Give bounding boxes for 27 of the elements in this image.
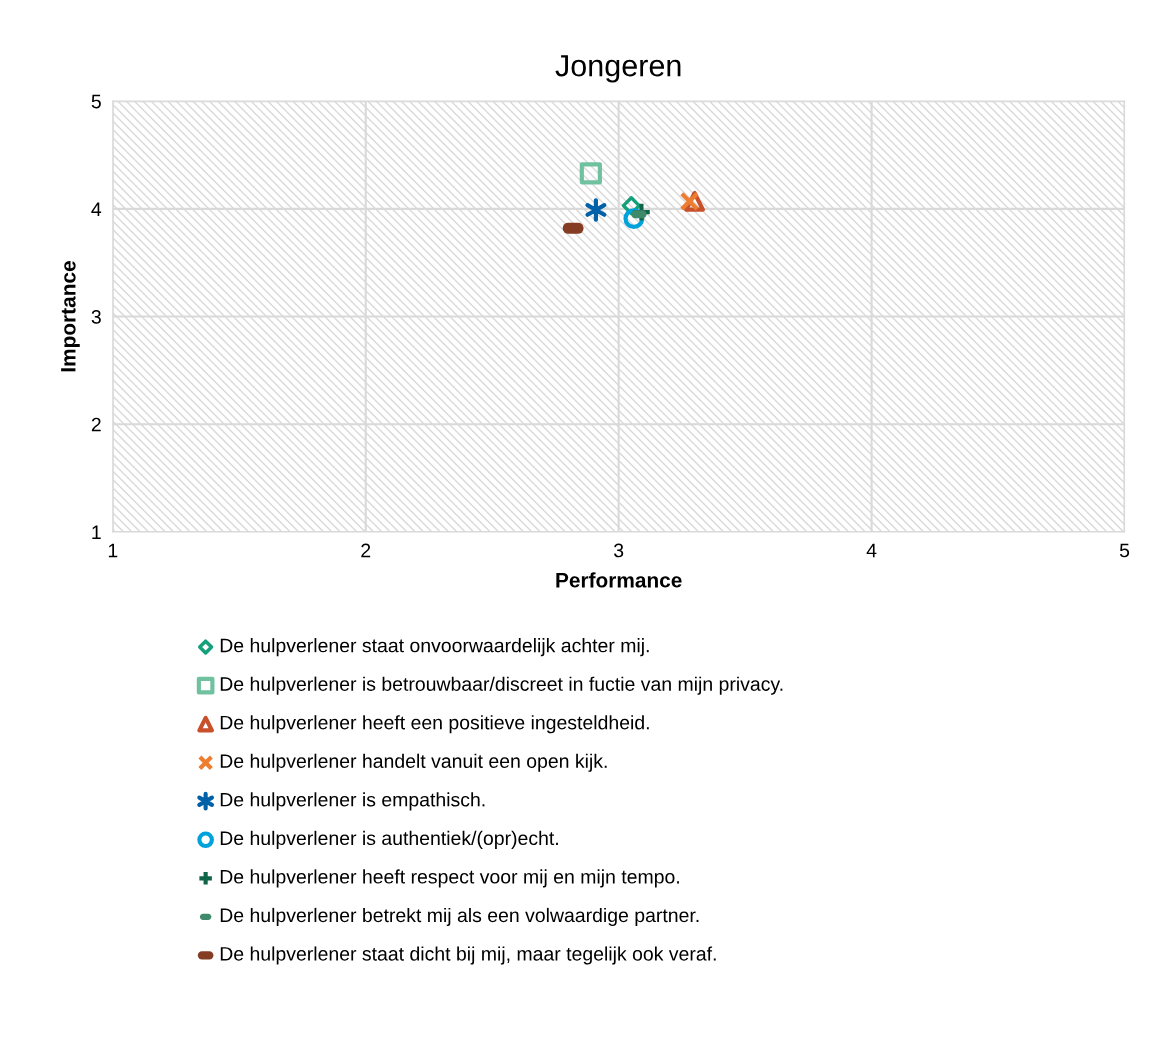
point [631,201,652,223]
x-tick-label: 2 [361,543,371,558]
x-tick-label: 1 [108,543,118,558]
y-tick-label: 5 [91,94,101,109]
legend-label: De hulpverlener betrekt mij als een volwaardige partner. [220,907,699,927]
point [579,162,602,185]
legend-label: De hulpverlener heeft respect voor mij en mijn tempo. [220,869,679,888]
legend-label: De hulpverlener is empathisch. [220,792,485,811]
x-axis-title: Performance [556,572,682,588]
legend-label: De hulpverlener staat dicht bij mij, maar tegelijk ook veraf. [220,946,716,965]
x-tick-label: 3 [614,543,624,558]
x-tick-label: 4 [866,543,877,558]
point [585,198,607,222]
y-axis-title: Importance [61,261,80,372]
y-tick-label: 4 [91,202,102,216]
y-tick-label: 1 [92,525,101,539]
y-tick-label: 2 [91,417,101,432]
x-tick-label: 5 [1119,543,1130,558]
legend-label: De hulpverlener is betrouwbaar/discreet in fuctie van mijn privacy. [220,676,783,695]
legend-label: De hulpverlener handelt vanuit een open kijk. [220,753,607,772]
y-tick-label: 3 [91,310,101,324]
point [623,208,645,229]
chart-title: Jongeren [555,55,681,83]
legend-label: De hulpverlener is authentiek/(opr)echt. [220,830,558,849]
legend-label: De hulpverlener heeft een positieve ingesteldheid. [220,715,649,734]
point [679,191,700,212]
legend-label: De hulpverlener staat onvoorwaardelijk achter mij. [220,638,649,657]
